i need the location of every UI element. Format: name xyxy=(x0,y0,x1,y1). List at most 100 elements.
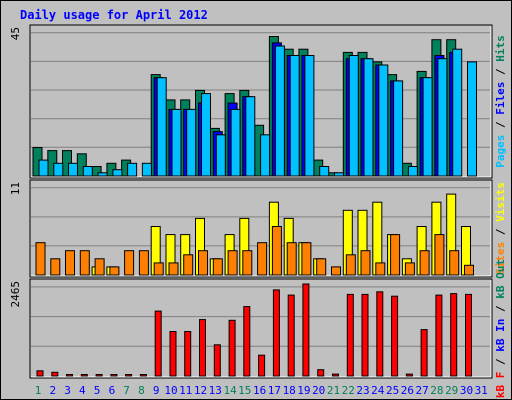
bar-pages-day-8 xyxy=(141,162,152,177)
bar-sites-day-11 xyxy=(183,254,194,276)
bar-kb-f-day-21 xyxy=(332,373,339,377)
bar-pages-day-25 xyxy=(393,80,404,177)
bar-kb-f-day-5 xyxy=(95,374,103,377)
x-tick-label: 12 xyxy=(194,384,207,397)
bar-pages-day-24 xyxy=(378,64,389,177)
bar-pages-day-4 xyxy=(82,166,93,177)
x-tick-label: 1 xyxy=(35,384,42,397)
series-kb-f xyxy=(36,283,472,377)
y-label-part: Pages xyxy=(494,135,507,168)
bar-sites-day-6 xyxy=(109,266,120,276)
bar-pages-day-3 xyxy=(68,162,78,177)
series-pages xyxy=(38,45,477,177)
x-tick-label: 21 xyxy=(327,384,340,397)
y-label-part: Hits xyxy=(494,35,507,62)
bar-pages-day-5 xyxy=(97,172,108,177)
panel-y-label: kB F / kB In / kB Out xyxy=(494,259,507,398)
x-tick-label: 8 xyxy=(138,384,145,397)
x-tick-label: 7 xyxy=(123,384,130,397)
bar-sites-day-4 xyxy=(79,250,90,276)
bar-kb-f-day-13 xyxy=(213,344,221,377)
bar-pages-day-7 xyxy=(127,162,138,177)
panel-middle: 11 Sites / Visits xyxy=(9,179,507,278)
x-axis-day-labels: 1 2 3 4 5 6 7 8 9 10 11 12 13 14 15 16 17 18 19 20 21 22 23 24 2… xyxy=(35,384,488,397)
bar-sites-day-28 xyxy=(434,234,445,276)
bar-pages-day-11 xyxy=(186,108,197,177)
bar-sites-day-1 xyxy=(35,242,46,276)
bar-sites-day-17 xyxy=(271,226,282,276)
bar-sites-day-19 xyxy=(301,242,312,276)
bar-sites-day-9 xyxy=(153,262,164,276)
bar-sites-day-25 xyxy=(390,234,401,276)
bar-kb-f-day-8 xyxy=(139,374,147,377)
chart-title: Daily usage for April 2012 xyxy=(20,8,208,22)
bar-sites-day-5 xyxy=(94,258,105,276)
bar-kb-f-day-14 xyxy=(228,319,236,377)
bar-kb-f-day-28 xyxy=(435,294,443,377)
bar-sites-day-24 xyxy=(375,262,386,276)
x-tick-label: 30 xyxy=(460,384,473,397)
x-tick-label: 16 xyxy=(253,384,266,397)
x-tick-label: 2 xyxy=(49,384,56,397)
bar-sites-day-15 xyxy=(242,250,253,276)
bar-kb-f-day-2 xyxy=(51,371,59,377)
bar-pages-day-22 xyxy=(348,55,359,177)
x-tick-label: 25 xyxy=(386,384,399,397)
bar-pages-day-23 xyxy=(363,58,374,177)
bar-kb-f-day-20 xyxy=(317,369,325,377)
bar-pages-day-2 xyxy=(53,162,64,177)
bar-sites-day-2 xyxy=(50,258,61,276)
bar-sites-day-13 xyxy=(212,258,223,276)
bar-kb-f-day-18 xyxy=(287,294,295,377)
y-label-part: / xyxy=(494,222,507,242)
bar-kb-f-day-6 xyxy=(110,374,118,377)
bar-kb-f-day-23 xyxy=(361,293,369,377)
bar-pages-day-15 xyxy=(245,96,256,177)
bar-sites-day-30 xyxy=(464,264,474,276)
bar-sites-day-23 xyxy=(360,250,371,276)
bar-sites-day-26 xyxy=(404,262,415,276)
y-label-part: kB Out xyxy=(494,259,507,299)
bar-pages-day-9 xyxy=(156,77,167,177)
bar-kb-f-day-15 xyxy=(243,306,251,377)
bar-sites-day-29 xyxy=(449,250,460,276)
bar-pages-day-6 xyxy=(112,169,123,177)
y-label-part: / xyxy=(494,352,507,372)
bar-pages-day-20 xyxy=(319,166,330,177)
bar-pages-day-21 xyxy=(334,172,344,177)
x-tick-label: 31 xyxy=(475,384,488,397)
y-label-part: Files xyxy=(494,82,507,115)
bar-pages-day-30 xyxy=(467,61,477,177)
x-tick-label: 9 xyxy=(153,384,160,397)
x-tick-label: 6 xyxy=(109,384,116,397)
bar-sites-day-14 xyxy=(227,250,238,276)
bar-sites-day-16 xyxy=(257,242,268,276)
x-tick-label: 5 xyxy=(94,384,101,397)
y-label-part: kB In xyxy=(494,319,507,352)
bar-sites-day-3 xyxy=(65,250,75,276)
x-tick-label: 24 xyxy=(371,384,385,397)
bar-sites-day-27 xyxy=(419,250,430,276)
x-tick-label: 28 xyxy=(430,384,443,397)
bar-sites-day-10 xyxy=(168,262,179,276)
bar-sites-day-21 xyxy=(331,266,341,276)
panel-bottom: 24 65 kB F / kB In / kB Out xyxy=(9,259,507,398)
bar-pages-day-14 xyxy=(230,108,241,177)
bar-pages-day-13 xyxy=(215,134,226,177)
bar-kb-f-day-4 xyxy=(80,374,88,377)
bar-kb-f-day-1 xyxy=(36,370,44,377)
bar-kb-f-day-26 xyxy=(405,373,413,377)
bar-pages-day-28 xyxy=(437,58,448,177)
panel-max-label: 45 xyxy=(9,27,22,40)
y-label-part: / xyxy=(494,115,507,135)
x-tick-label: 15 xyxy=(238,384,251,397)
bar-sites-day-12 xyxy=(198,250,208,276)
bar-sites-day-7 xyxy=(124,250,135,276)
y-label-part: kB F xyxy=(494,372,507,399)
x-tick-label: 22 xyxy=(342,384,355,397)
x-tick-label: 26 xyxy=(401,384,414,397)
x-tick-label: 3 xyxy=(64,384,71,397)
